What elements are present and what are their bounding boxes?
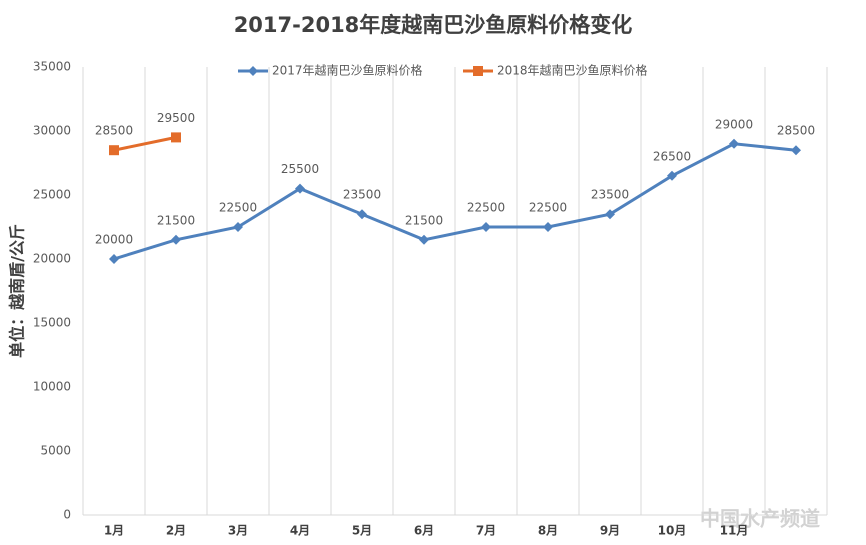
data-label: 26500: [653, 149, 691, 163]
x-tick-label: 6月: [414, 524, 434, 538]
data-label: 23500: [343, 188, 381, 202]
data-label: 21500: [405, 213, 443, 227]
series-line: [113, 142, 797, 261]
x-tick-label: 4月: [290, 524, 310, 538]
data-label: 22500: [219, 201, 257, 215]
x-tick-label: 9月: [600, 524, 620, 538]
x-tick-label: 2月: [166, 524, 186, 538]
series-line: [113, 135, 177, 152]
data-point: [171, 132, 181, 143]
legend-marker: [248, 66, 258, 76]
data-point: [109, 254, 119, 264]
data-point: [667, 170, 677, 181]
data-label: 22500: [529, 201, 567, 215]
data-label: 20000: [95, 233, 133, 247]
data-label: 25500: [281, 162, 319, 176]
data-label: 22500: [467, 201, 505, 215]
chart-title: 2017-2018年度越南巴沙鱼原料价格变化: [234, 13, 633, 37]
data-point: [481, 222, 491, 232]
legend-label: 2018年越南巴沙鱼原料价格: [497, 63, 648, 78]
data-point: [357, 209, 367, 220]
y-tick-label: 35000: [33, 60, 71, 74]
data-label: 29500: [157, 111, 195, 125]
x-tick-label: 7月: [476, 524, 496, 538]
y-axis-label: 单位：越南盾/公斤: [8, 224, 27, 358]
y-tick-label: 15000: [33, 316, 71, 330]
data-point: [543, 222, 553, 232]
data-point: [109, 145, 119, 156]
data-point: [233, 222, 243, 232]
y-tick-label: 0: [63, 508, 71, 522]
y-tick-label: 20000: [33, 252, 71, 266]
data-label: 29000: [715, 117, 753, 131]
watermark: 中国水产频道: [700, 507, 820, 531]
data-point: [419, 234, 429, 245]
data-label: 28500: [777, 124, 815, 138]
y-tick-label: 25000: [33, 188, 71, 202]
data-label: 21500: [157, 213, 195, 227]
x-tick-label: 11月: [720, 524, 749, 538]
x-tick-label: 8月: [538, 524, 558, 538]
x-tick-label: 1月: [104, 524, 124, 538]
data-label: 23500: [591, 188, 629, 202]
data-point: [791, 145, 801, 156]
data-label: 28500: [95, 124, 133, 138]
data-point: [295, 183, 305, 194]
x-tick-label: 10月: [658, 524, 687, 538]
data-point: [605, 209, 615, 220]
y-tick-label: 10000: [33, 380, 71, 394]
y-tick-label: 5000: [40, 444, 71, 458]
data-point: [171, 234, 181, 245]
data-point: [729, 138, 739, 149]
legend-marker: [473, 66, 483, 76]
legend-label: 2017年越南巴沙鱼原料价格: [272, 63, 423, 78]
x-tick-label: 5月: [352, 524, 372, 538]
y-tick-label: 30000: [33, 124, 71, 138]
x-tick-label: 3月: [228, 524, 248, 538]
